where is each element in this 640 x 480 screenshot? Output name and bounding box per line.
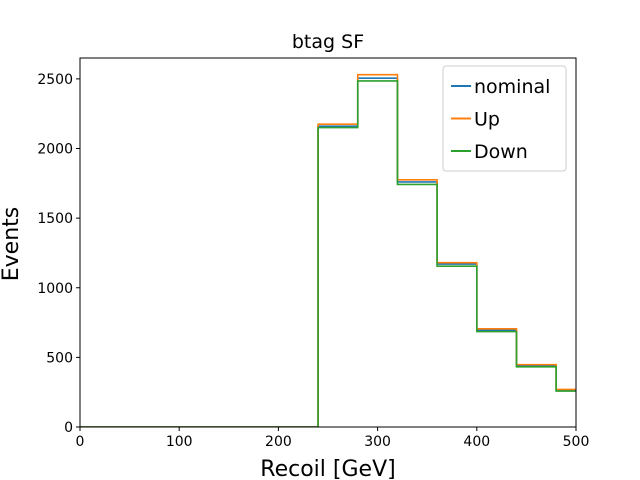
plot-frame: [79, 57, 577, 428]
y-tick-label-4: 2000: [37, 142, 73, 158]
x-axis-ticks: 0 100 200 300 400 500: [76, 427, 590, 450]
legend-frame: [442, 65, 567, 172]
y-axis-label: Events: [0, 207, 24, 282]
y-tick-label-1: 500: [46, 350, 73, 366]
x-tick-label-0: 0: [76, 434, 85, 450]
x-tick-label-4: 400: [463, 434, 490, 450]
x-tick-label-3: 300: [364, 434, 391, 450]
x-axis-label: Recoil [GeV]: [260, 457, 395, 480]
y-tick-label-0: 0: [64, 420, 73, 436]
legend-label-down: Down: [474, 141, 528, 163]
chart-title: btag SF: [292, 31, 364, 53]
x-tick-label-2: 200: [265, 434, 292, 450]
series-down-line: [80, 80, 576, 427]
x-tick-label-1: 100: [166, 434, 193, 450]
x-tick-label-5: 500: [563, 434, 590, 450]
legend-label-nominal: nominal: [474, 76, 550, 98]
legend: nominal Up Down: [442, 65, 567, 172]
y-tick-label-3: 1500: [37, 211, 73, 227]
series-layer: [80, 73, 576, 427]
y-axis-ticks: 0 500 1000 1500 2000 2500: [37, 72, 80, 436]
legend-label-up: Up: [474, 109, 500, 131]
y-tick-label-2: 1000: [37, 281, 73, 297]
y-tick-label-5: 2500: [37, 72, 73, 88]
